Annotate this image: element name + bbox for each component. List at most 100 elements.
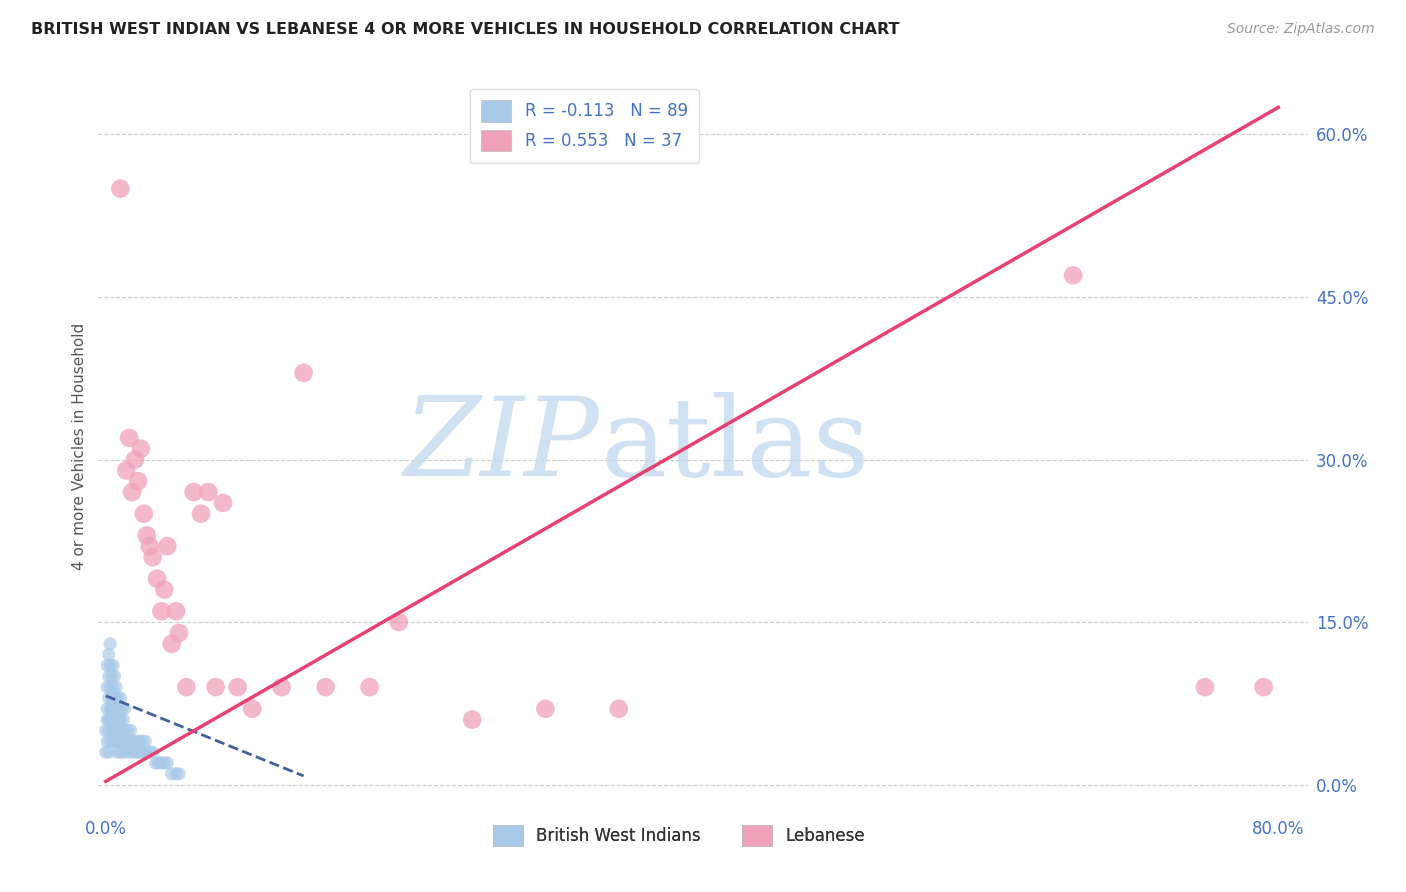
Point <box>97 723 120 738</box>
Point <box>111 702 134 716</box>
Point <box>165 604 187 618</box>
Point <box>142 745 165 759</box>
Point <box>98 713 121 727</box>
Point <box>97 713 120 727</box>
Point <box>98 680 121 694</box>
Point <box>98 734 121 748</box>
Point <box>110 734 132 748</box>
Point <box>132 507 155 521</box>
Point <box>167 626 190 640</box>
Point <box>94 723 117 738</box>
Point <box>105 723 128 738</box>
Point <box>134 734 156 748</box>
Point <box>112 734 135 748</box>
Text: ZIP: ZIP <box>405 392 600 500</box>
Point <box>212 496 235 510</box>
Point <box>131 734 153 748</box>
Point <box>101 723 124 738</box>
Point <box>121 745 143 759</box>
Point <box>98 702 121 716</box>
Point <box>270 680 292 694</box>
Point <box>103 690 125 705</box>
Point <box>190 507 212 521</box>
Point <box>108 723 131 738</box>
Point <box>108 702 131 716</box>
Text: atlas: atlas <box>600 392 870 500</box>
Point <box>150 756 173 770</box>
Point <box>607 702 630 716</box>
Point <box>111 723 134 738</box>
Point <box>107 745 129 759</box>
Point <box>100 690 122 705</box>
Point <box>110 745 132 759</box>
Point <box>176 680 198 694</box>
Point <box>107 713 129 727</box>
Point <box>167 766 190 780</box>
Point <box>156 756 179 770</box>
Point <box>117 745 139 759</box>
Legend: British West Indians, Lebanese: British West Indians, Lebanese <box>484 816 873 855</box>
Point <box>138 539 160 553</box>
Point <box>135 745 157 759</box>
Point <box>156 539 179 553</box>
Point <box>108 713 131 727</box>
Point <box>160 637 183 651</box>
Point <box>105 680 128 694</box>
Point <box>165 766 187 780</box>
Point <box>97 690 120 705</box>
Point <box>121 485 143 500</box>
Point <box>127 745 149 759</box>
Point <box>101 734 124 748</box>
Point <box>111 734 134 748</box>
Point <box>120 723 142 738</box>
Point <box>110 723 132 738</box>
Point <box>146 572 169 586</box>
Point <box>101 713 124 727</box>
Point <box>110 690 132 705</box>
Point <box>124 745 146 759</box>
Point <box>100 669 122 683</box>
Point <box>142 550 165 565</box>
Point <box>1194 680 1216 694</box>
Point <box>138 745 160 759</box>
Point <box>103 702 125 716</box>
Point <box>145 756 167 770</box>
Point <box>107 690 129 705</box>
Point <box>124 452 146 467</box>
Point <box>100 713 122 727</box>
Point <box>114 702 136 716</box>
Point <box>105 734 128 748</box>
Point <box>96 680 118 694</box>
Point <box>96 713 118 727</box>
Point <box>204 680 226 694</box>
Point <box>110 181 132 195</box>
Point <box>105 713 128 727</box>
Point <box>114 734 136 748</box>
Point <box>101 680 124 694</box>
Point <box>98 637 121 651</box>
Point <box>388 615 411 629</box>
Point <box>115 734 138 748</box>
Point <box>240 702 263 716</box>
Point <box>97 669 120 683</box>
Point <box>153 756 176 770</box>
Point <box>129 745 152 759</box>
Point <box>315 680 337 694</box>
Point <box>98 658 121 673</box>
Point <box>101 702 124 716</box>
Point <box>112 745 135 759</box>
Point <box>100 723 122 738</box>
Point <box>115 463 138 477</box>
Point <box>132 745 155 759</box>
Text: BRITISH WEST INDIAN VS LEBANESE 4 OR MORE VEHICLES IN HOUSEHOLD CORRELATION CHAR: BRITISH WEST INDIAN VS LEBANESE 4 OR MOR… <box>31 22 900 37</box>
Point <box>96 734 118 748</box>
Point <box>534 702 557 716</box>
Point <box>103 713 125 727</box>
Point <box>108 734 131 748</box>
Point <box>150 604 173 618</box>
Point <box>1062 268 1084 283</box>
Point <box>197 485 219 500</box>
Point <box>118 734 141 748</box>
Point <box>148 756 170 770</box>
Point <box>107 734 129 748</box>
